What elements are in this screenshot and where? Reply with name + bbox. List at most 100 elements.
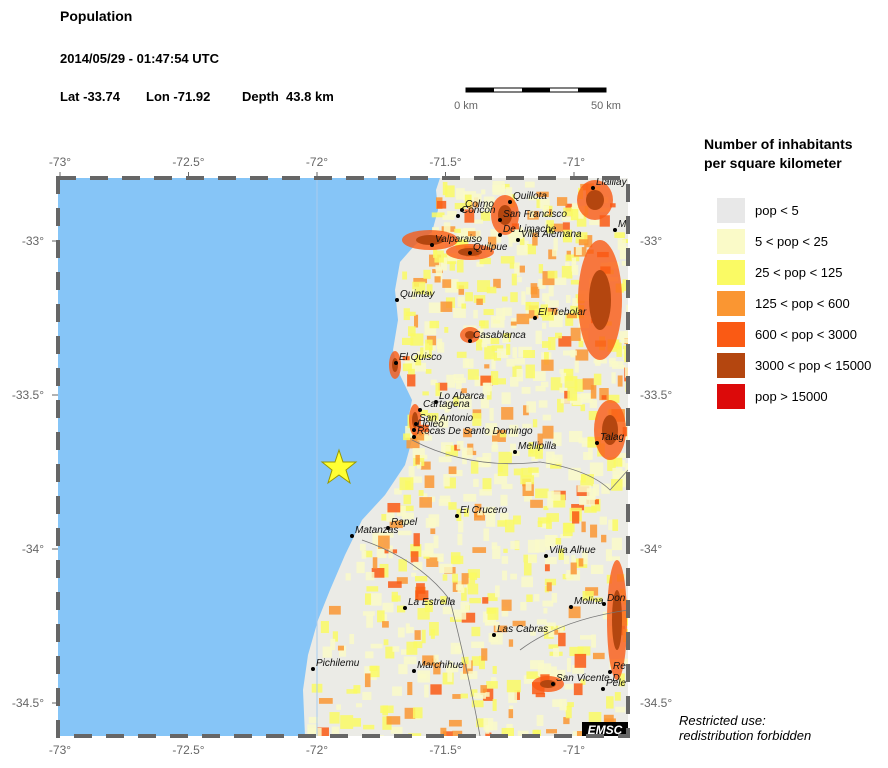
pop-cell — [438, 456, 452, 463]
x-tick-label: -72° — [306, 155, 328, 169]
pop-cell — [442, 731, 453, 736]
pop-cell — [457, 533, 463, 546]
city-label: Re — [613, 661, 626, 672]
city-label: Cartagena — [423, 399, 470, 410]
pop-cell — [541, 359, 554, 371]
x-tick-label: -72° — [306, 743, 328, 757]
pop-cell — [332, 631, 338, 642]
y-tick-label: -33.5° — [640, 388, 672, 402]
pop-cell — [405, 425, 414, 438]
pop-cell — [485, 692, 490, 697]
pop-cell — [483, 309, 494, 316]
legend-label: pop < 5 — [755, 203, 799, 218]
credit-box — [582, 722, 628, 736]
pop-cell — [587, 436, 601, 448]
pop-cell — [403, 494, 412, 505]
pop-cell — [616, 346, 622, 357]
pop-cell — [421, 550, 433, 557]
pop-cell — [391, 595, 401, 602]
notice: redistribution forbidden — [679, 728, 811, 743]
pop-cell — [478, 655, 485, 670]
city-dot — [311, 667, 315, 671]
pop-cell — [430, 528, 436, 535]
pop-cell — [535, 330, 542, 345]
pop-cell — [435, 382, 440, 396]
pop-cell — [465, 292, 473, 302]
pop-cell — [456, 232, 468, 245]
pop-cell — [547, 491, 561, 501]
population-patches — [307, 180, 628, 736]
pop-cell — [545, 622, 556, 628]
city-label: Quilpue — [473, 242, 508, 253]
pop-cell — [442, 606, 453, 615]
pop-cell — [413, 561, 423, 571]
pop-cell — [370, 665, 380, 678]
pop-cell — [567, 702, 574, 708]
pop-cell — [510, 443, 516, 453]
pop-cell — [611, 537, 623, 551]
city-label: San Francisco — [503, 209, 567, 220]
pop-cell — [487, 593, 498, 602]
pop-cell — [494, 585, 500, 598]
legend-label: pop > 15000 — [755, 389, 828, 404]
pop-cell — [479, 489, 492, 496]
pop-cell — [568, 430, 583, 443]
pop-cell — [447, 668, 453, 682]
city-label: Las Cabras — [497, 624, 548, 635]
city-label: Don — [607, 593, 626, 604]
pop-cell — [444, 404, 449, 413]
y-tick-label: -33° — [640, 234, 662, 248]
pop-cell — [571, 555, 576, 564]
pop-cell — [608, 556, 620, 561]
pop-cell — [462, 358, 474, 369]
pop-cell — [370, 643, 383, 649]
pop-cell — [430, 379, 437, 386]
pop-cell — [542, 322, 547, 329]
x-tick-label: -72.5° — [172, 155, 204, 169]
pop-cell — [571, 203, 580, 210]
pop-cell — [519, 265, 525, 273]
pop-cell — [458, 519, 464, 533]
pop-cell — [479, 335, 492, 345]
pop-cell — [340, 715, 354, 729]
pop-cell — [512, 347, 518, 358]
pop-cell — [369, 593, 382, 606]
pop-cell — [523, 350, 535, 359]
pop-cell — [408, 466, 415, 477]
pop-cell — [415, 590, 429, 601]
pop-cell — [499, 432, 507, 438]
pop-cell — [447, 211, 457, 216]
pop-cell — [473, 478, 479, 488]
pop-cell — [617, 239, 626, 250]
pop-cell — [448, 466, 457, 475]
pop-cell — [526, 401, 537, 413]
pop-cell — [362, 611, 375, 616]
pop-cell — [480, 685, 487, 696]
pop-cell — [594, 597, 603, 602]
pop-cell — [407, 626, 414, 634]
border — [361, 539, 481, 736]
pop-cell — [606, 394, 620, 403]
pop-cell — [524, 181, 535, 188]
pop-cell — [497, 520, 507, 527]
pop-cell — [559, 698, 567, 711]
pop-cell — [526, 671, 540, 679]
pop-cell — [456, 440, 464, 450]
city-label: Pichilemu — [316, 658, 360, 669]
pop-cell — [527, 539, 540, 553]
pop-cell — [387, 502, 401, 513]
pop-cell — [461, 612, 476, 623]
pop-cell — [520, 229, 526, 237]
legend-swatch — [717, 198, 745, 223]
pop-cell — [490, 337, 500, 345]
pop-cell — [493, 625, 508, 633]
scale-start: 0 km — [454, 100, 478, 112]
x-tick-label: -72.5° — [172, 743, 204, 757]
pop-cell — [623, 345, 628, 353]
pop-cell — [483, 506, 496, 516]
pop-cell — [559, 387, 567, 393]
x-tick-label: -71° — [563, 155, 585, 169]
pop-cell — [512, 620, 526, 627]
pop-cell — [390, 726, 403, 734]
pop-cell — [453, 396, 459, 407]
